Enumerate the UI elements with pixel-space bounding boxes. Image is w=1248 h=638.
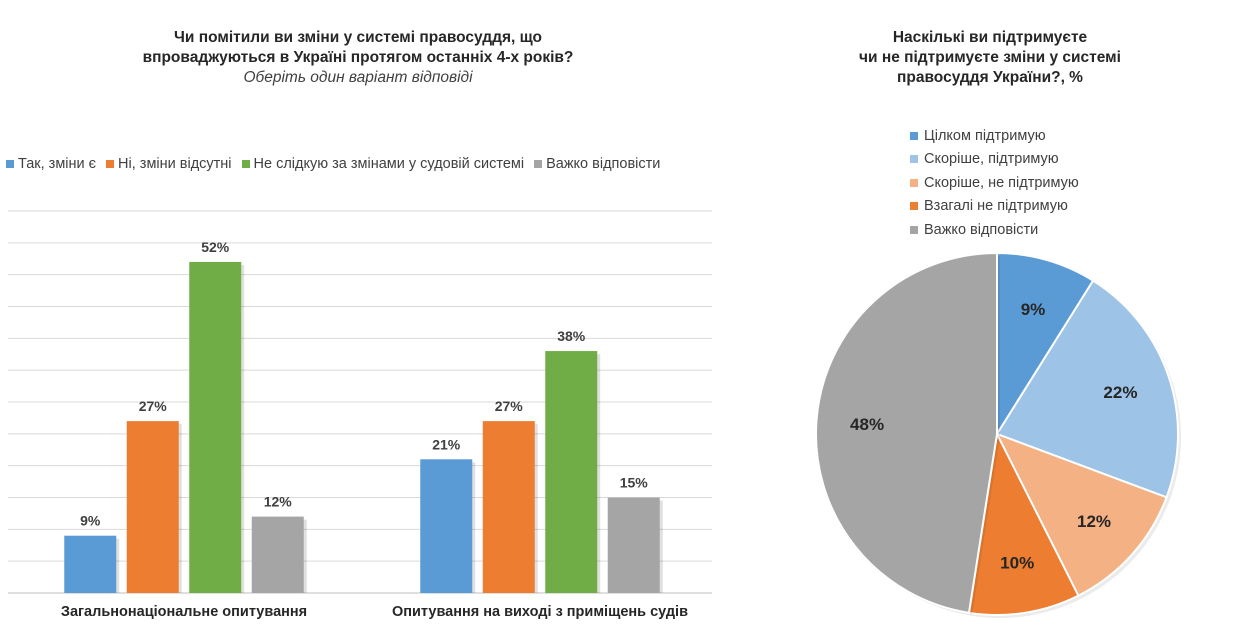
legend-swatch (6, 160, 14, 168)
legend-item-hard-to-say: Важко відповісти (534, 156, 660, 172)
legend-swatch (106, 160, 115, 168)
bar (189, 261, 242, 593)
pie-chart-title: Наскількі ви підтримуєте чи не підтримує… (800, 28, 1180, 88)
pie-legend-swatch (910, 202, 918, 211)
pie-legend-label: Взагалі не підтримую (924, 198, 1068, 215)
bar (251, 516, 304, 593)
bar-chart-legend: Так, зміни є Ні, зміни відсутні Не слідк… (6, 156, 660, 172)
pie-legend-swatch (910, 155, 918, 164)
pie-chart-legend: Цілком підтримую Скоріше, підтримую Скор… (910, 124, 1079, 242)
pie-legend-item: Важко відповісти (910, 218, 1079, 242)
pie-legend-label: Скоріше, не підтримую (924, 174, 1079, 191)
legend-label: Ні, зміни відсутні (118, 156, 232, 172)
bar-data-label: 27% (495, 398, 524, 414)
pie-legend-item: Взагалі не підтримую (910, 195, 1079, 219)
bar-chart-title: Чи помітили ви зміни у системі правосудд… (40, 28, 676, 88)
pie-data-label: 48% (850, 415, 884, 434)
legend-label: Так, зміни є (18, 156, 97, 172)
pie-data-label: 10% (1000, 554, 1034, 573)
bar (420, 459, 473, 593)
bar-data-label: 27% (139, 398, 168, 414)
bar-chart-subtitle: Оберіть один варіант відповіді (243, 69, 473, 86)
category-label: Опитування на виході з приміщень судів (392, 604, 688, 620)
pie-legend-label: Важко відповісти (924, 221, 1039, 238)
pie-chart-title-line1: Наскількі ви підтримуєте (892, 29, 1088, 46)
bar (482, 421, 535, 593)
legend-swatch (534, 160, 543, 168)
bar (545, 351, 598, 593)
bar-data-label: 52% (201, 239, 230, 255)
pie-legend-item: Цілком підтримую (910, 124, 1079, 148)
bar (64, 535, 117, 593)
pie-legend-swatch (910, 178, 918, 187)
pie-legend-swatch (910, 225, 918, 234)
legend-item-not-following: Не слідкую за змінами у судовій системі (241, 156, 525, 172)
bar-data-label: 15% (620, 475, 649, 491)
pie-slices (815, 251, 1181, 618)
bar-data-label: 9% (80, 513, 101, 529)
pie-data-label: 22% (1103, 383, 1137, 402)
legend-swatch (241, 160, 250, 168)
legend-label: Важко відповісти (546, 156, 661, 172)
bar (126, 421, 179, 593)
pie-legend-item: Скоріше, підтримую (910, 148, 1079, 172)
bar-chart-title-line1: Чи помітили ви зміни у системі правосудд… (174, 29, 542, 46)
pie-chart-title-line2: чи не підтримуєте зміни у системі (859, 49, 1121, 66)
pie-legend-swatch (910, 131, 918, 140)
bar-data-label: 38% (557, 328, 586, 344)
pie-slice (996, 251, 1095, 438)
bar (607, 497, 660, 593)
bar-data-label: 12% (264, 494, 293, 510)
legend-label: Не слідкую за змінами у судовій системі (253, 156, 525, 172)
category-label: Загальнонаціональне опитування (61, 604, 307, 620)
pie-legend-item: Скоріше, не підтримую (910, 171, 1079, 195)
legend-item-no: Ні, зміни відсутні (106, 156, 232, 172)
legend-item-yes: Так, зміни є (6, 156, 96, 172)
pie-slice (994, 432, 1168, 597)
pie-legend-label: Цілком підтримую (924, 127, 1046, 144)
pie-slice (967, 430, 1080, 616)
bar-chart-title-line2: впроваджуються в Україні протягом останн… (142, 49, 574, 66)
bar-chart: 9% 27% 52% 12% Загальнонаціональне опитуванн… (8, 210, 712, 620)
pie-slice (995, 279, 1179, 499)
pie-legend-label: Скоріше, підтримую (924, 151, 1059, 168)
pie-data-label: 12% (1077, 512, 1111, 531)
bar-data-label: 21% (432, 436, 461, 452)
pie-data-label: 9% (1021, 300, 1046, 319)
pie-slice (815, 251, 998, 614)
pie-chart-title-line3: правосуддя України?, % (897, 69, 1083, 86)
